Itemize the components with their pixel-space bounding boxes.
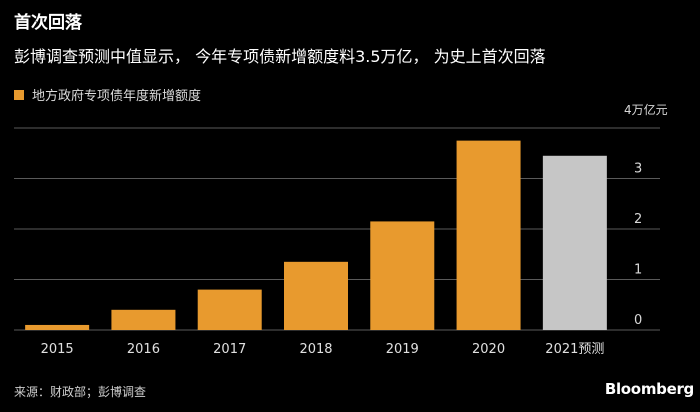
x-tick-label: 2021预测	[545, 342, 604, 357]
bar	[197, 289, 262, 330]
bar	[370, 221, 435, 330]
legend-swatch	[14, 89, 24, 100]
source-note: 来源：财政部；彭博调查	[14, 385, 147, 399]
forecast-bar	[542, 155, 607, 330]
legend-label: 地方政府专项债年度新增额度	[32, 89, 202, 104]
y-axis-unit-label: 4万亿元	[624, 103, 668, 117]
bloomberg-logo: Bloomberg	[604, 380, 694, 398]
x-tick-label: 2019	[386, 342, 419, 357]
y-tick-label: 2	[634, 212, 642, 227]
x-tick-label: 2015	[41, 342, 74, 357]
bar	[25, 324, 90, 330]
y-tick-label: 1	[634, 263, 642, 278]
y-tick-label: 0	[634, 313, 642, 328]
x-tick-label: 2017	[213, 342, 246, 357]
x-tick-label: 2016	[127, 342, 160, 357]
chart-subtitle: 彭博调查预测中值显示， 今年专项债新增额度料3.5万亿， 为史上首次回落	[14, 47, 546, 66]
x-tick-label: 2020	[472, 342, 505, 357]
bar	[111, 309, 176, 330]
chart-title: 首次回落	[14, 13, 82, 33]
y-tick-label: 3	[634, 162, 642, 177]
bar	[284, 261, 348, 330]
bar	[456, 140, 521, 330]
legend: 地方政府专项债年度新增额度	[14, 85, 201, 104]
x-tick-label: 2018	[299, 342, 332, 357]
